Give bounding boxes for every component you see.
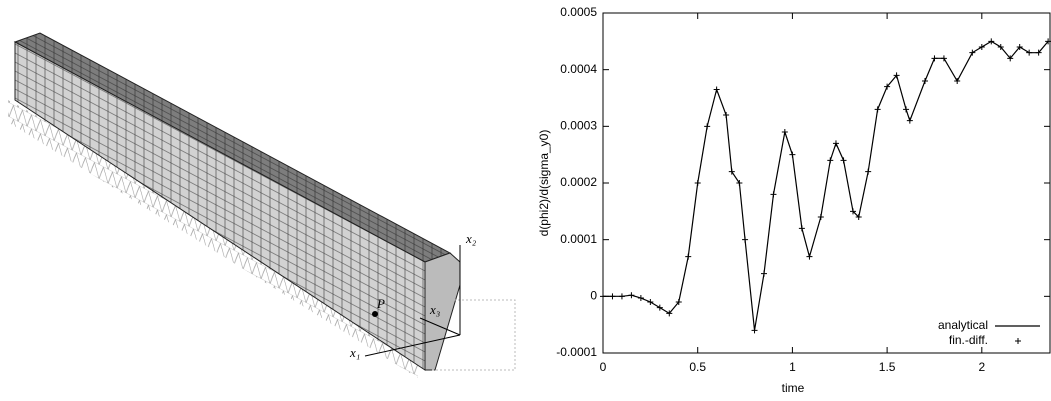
y-tick-label: -0.0001: [556, 345, 597, 359]
data-point: [760, 270, 767, 277]
x-tick-label: 1: [789, 360, 796, 374]
data-point: [742, 236, 749, 243]
data-point: [903, 106, 910, 113]
data-point: [884, 83, 891, 90]
x-tick-label: 0.5: [689, 360, 706, 374]
data-point: [781, 129, 788, 135]
data-point: [931, 55, 938, 62]
data-point: [609, 293, 616, 300]
data-point: [600, 293, 606, 300]
data-point: [704, 123, 711, 130]
data-point: [675, 299, 682, 305]
y-tick-label: 0.0004: [560, 62, 597, 76]
data-point: [817, 214, 824, 220]
y-axis-label: d(phi2)/d(sigma_y0): [537, 130, 551, 237]
data-point: [832, 140, 839, 147]
data-point: [855, 214, 862, 220]
data-point: [1026, 49, 1033, 56]
supports: [8, 100, 418, 378]
data-point: [666, 310, 673, 317]
data-point: [694, 180, 701, 186]
mesh-diagram: x₂ x₁ x₃ P: [8, 32, 516, 378]
axis-x1: [364, 334, 461, 357]
label-x1: x₁: [349, 345, 360, 360]
data-point: [647, 299, 654, 305]
data-point: [850, 208, 857, 215]
data-point: [789, 151, 796, 158]
legend-label: fin.-diff.: [949, 333, 988, 347]
data-point: [723, 112, 730, 118]
data-point: [685, 253, 692, 260]
label-x2: x₂: [465, 231, 477, 246]
x-tick-label: 0: [600, 360, 607, 374]
data-point: [865, 168, 872, 175]
data-point: [997, 44, 1004, 50]
data-point: [921, 78, 928, 84]
data-point: [798, 225, 805, 232]
data-point: [728, 168, 735, 175]
frame-outline: [430, 299, 516, 371]
data-point: [840, 157, 847, 164]
data-point: [637, 295, 644, 302]
label-p: P: [376, 296, 385, 311]
data-point: [736, 180, 743, 186]
data-point: [1007, 55, 1014, 62]
y-tick-label: 0.0005: [560, 5, 597, 19]
data-point: [770, 191, 777, 198]
x-tick-label: 2: [978, 360, 985, 374]
data-point: [1016, 44, 1023, 50]
y-tick-label: 0.0003: [560, 119, 597, 133]
data-point: [713, 86, 720, 93]
data-point: [1045, 38, 1051, 45]
data-point: [969, 49, 976, 56]
point-p: [372, 311, 378, 317]
legend-label: analytical: [938, 318, 988, 332]
y-tick-label: 0.0002: [560, 175, 597, 189]
label-x3: x₃: [429, 302, 440, 317]
x-tick-label: 1.5: [879, 360, 896, 374]
data-line: [603, 40, 1049, 331]
beam-front: [14, 41, 426, 371]
data-point: [954, 78, 961, 84]
legend-swatch: [1015, 338, 1021, 344]
data-point: [751, 327, 758, 334]
data-point: [940, 55, 947, 62]
data-point: [1035, 49, 1042, 56]
y-tick-label: 0: [590, 289, 597, 303]
data-point: [978, 44, 985, 50]
data-point: [806, 253, 813, 260]
data-point: [906, 117, 913, 124]
data-point: [656, 304, 663, 311]
axis-x3: [419, 317, 461, 336]
data-point: [893, 72, 900, 79]
data-point: [988, 38, 995, 45]
y-tick-label: 0.0001: [560, 232, 597, 246]
data-point: [827, 157, 834, 164]
x-axis-label: time: [782, 381, 805, 395]
data-point: [874, 106, 881, 113]
data-point: [628, 292, 635, 299]
data-point: [618, 293, 625, 300]
